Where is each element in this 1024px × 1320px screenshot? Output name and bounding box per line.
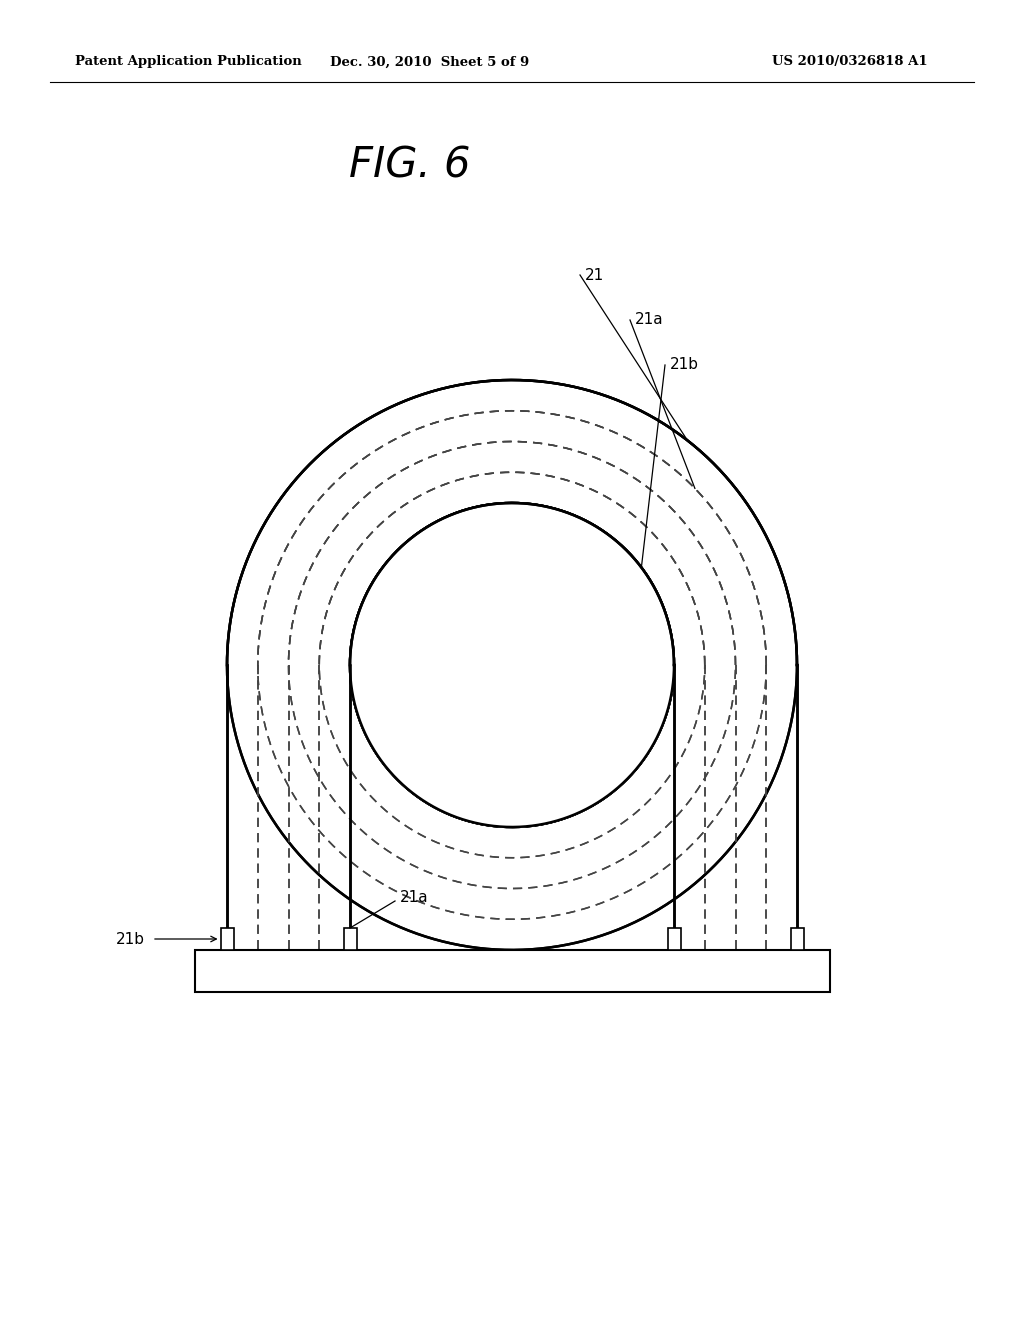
Text: 21a: 21a [400,890,429,904]
Bar [343,928,356,950]
Text: 21a: 21a [635,313,664,327]
Text: 21b: 21b [670,358,699,372]
Text: FIG. 6: FIG. 6 [349,144,471,186]
Bar [668,928,681,950]
Bar [195,950,830,993]
Text: 21b: 21b [116,932,145,946]
Bar [791,928,804,950]
Polygon shape [350,503,674,828]
Text: Patent Application Publication: Patent Application Publication [75,55,302,69]
Polygon shape [350,503,674,828]
Bar [220,928,233,950]
Text: 21: 21 [585,268,604,282]
Bar [0,950,1024,1320]
Text: Dec. 30, 2010  Sheet 5 of 9: Dec. 30, 2010 Sheet 5 of 9 [331,55,529,69]
Text: US 2010/0326818 A1: US 2010/0326818 A1 [772,55,928,69]
